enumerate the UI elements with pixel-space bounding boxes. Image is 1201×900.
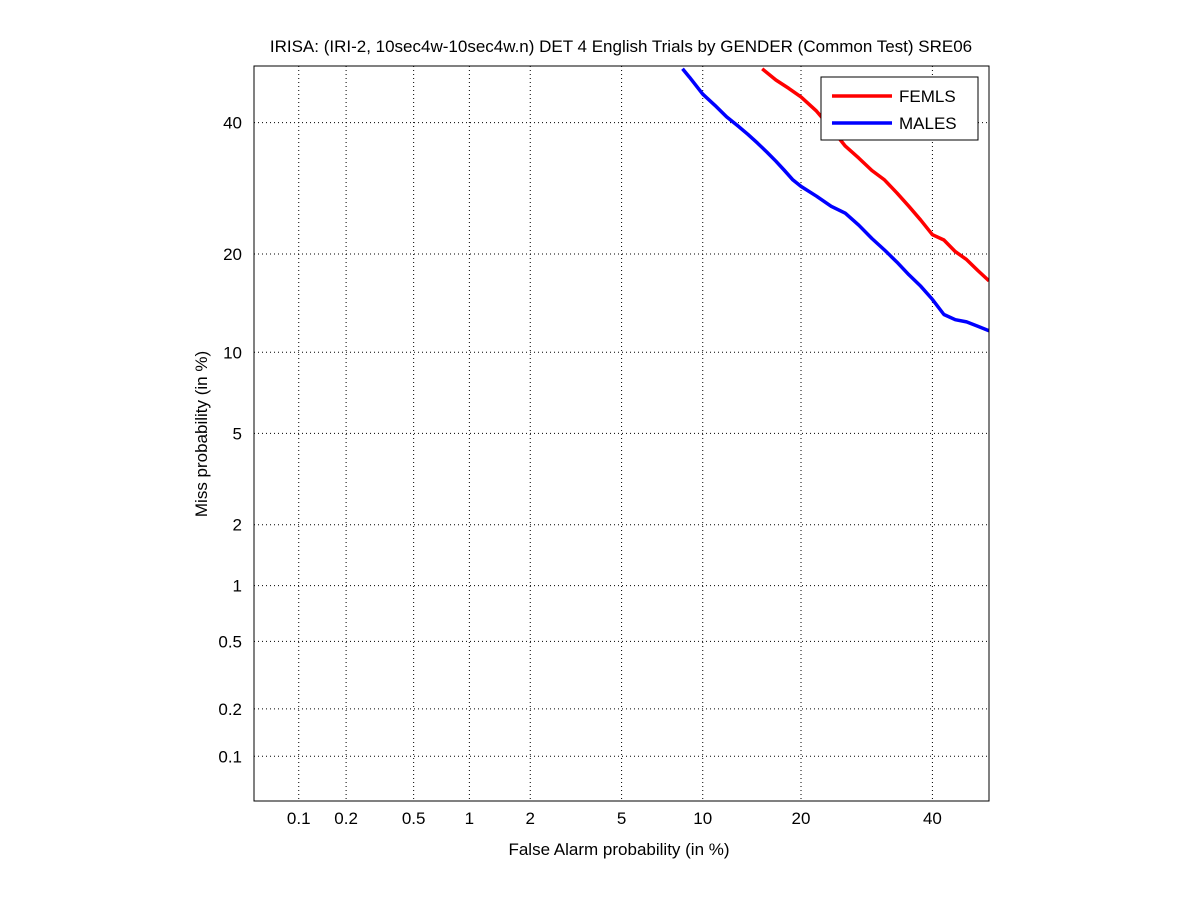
x-tick-label: 0.5 xyxy=(402,809,426,828)
plot-frame xyxy=(253,65,990,802)
y-tick-label: 10 xyxy=(223,343,242,362)
y-tick-labels: 0.1 0.2 0.5 1 2 5 10 20 40 xyxy=(218,114,242,767)
x-tick-label: 10 xyxy=(693,809,712,828)
chart-title: IRISA: (IRI-2, 10sec4w-10sec4w.n) DET 4 … xyxy=(270,37,972,56)
x-tick-label: 2 xyxy=(526,809,535,828)
x-axis-label: False Alarm probability (in %) xyxy=(508,840,729,859)
x-tick-label: 20 xyxy=(792,809,811,828)
y-tick-label: 5 xyxy=(233,424,242,443)
legend-label-femls: FEMLS xyxy=(899,87,956,106)
series-line-femls xyxy=(761,67,989,283)
y-axis-label: Miss probability (in %) xyxy=(192,351,211,517)
y-tick-label: 1 xyxy=(233,577,242,596)
x-tick-label: 1 xyxy=(465,809,474,828)
x-tick-label: 0.2 xyxy=(334,809,358,828)
x-tick-label: 5 xyxy=(617,809,626,828)
x-tick-label: 0.1 xyxy=(287,809,311,828)
legend-box xyxy=(820,76,979,141)
x-tick-label: 40 xyxy=(923,809,942,828)
series-group xyxy=(681,67,989,333)
y-tick-label: 0.1 xyxy=(218,747,242,766)
y-tick-label: 0.5 xyxy=(218,632,242,651)
y-tick-label: 2 xyxy=(233,516,242,535)
legend-label-males: MALES xyxy=(899,114,957,133)
series-line-males xyxy=(681,67,989,333)
legend: FEMLS MALES xyxy=(820,76,979,141)
y-tick-label: 40 xyxy=(223,114,242,133)
y-tick-label: 20 xyxy=(223,245,242,264)
x-tick-labels: 0.1 0.2 0.5 1 2 5 10 20 40 xyxy=(287,809,942,828)
y-tick-label: 0.2 xyxy=(218,700,242,719)
